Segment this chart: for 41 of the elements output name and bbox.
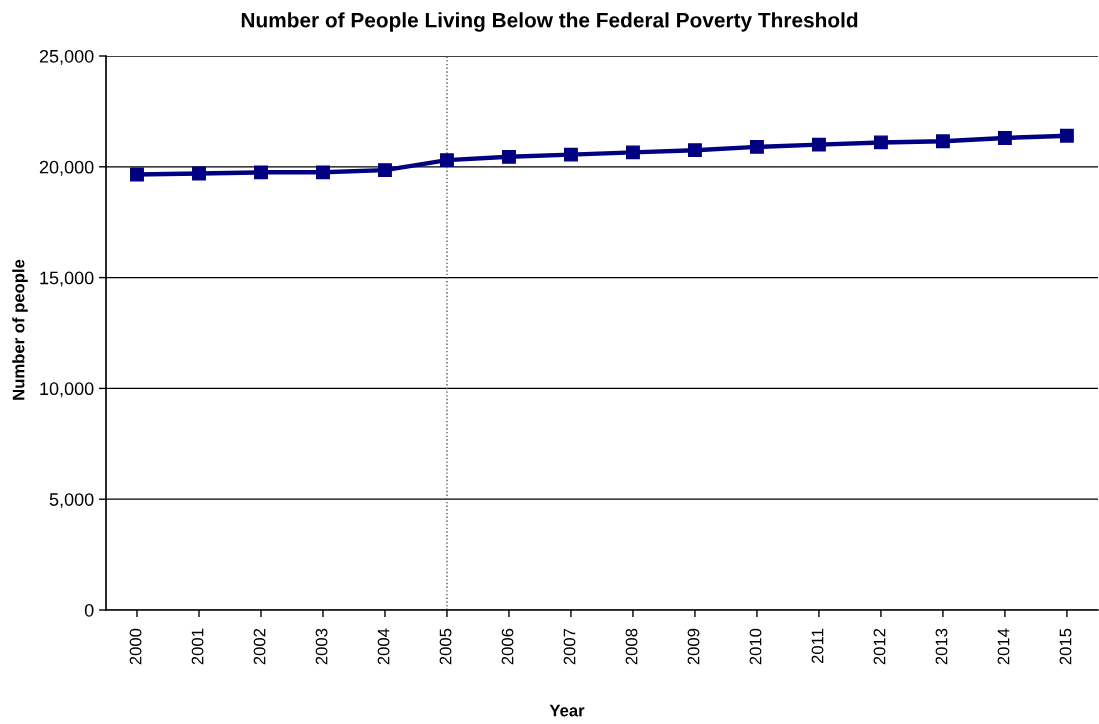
x-tick-label: 2003	[315, 628, 328, 665]
point	[192, 166, 206, 181]
x-tick-label: 2010	[749, 628, 762, 665]
point	[997, 131, 1012, 145]
x-tick-label: 2006	[501, 628, 514, 665]
y-tick-label: 25,000	[39, 49, 94, 65]
point	[130, 167, 144, 182]
x-tick-label: 2015	[1059, 628, 1072, 665]
y-tick-label: 10,000	[40, 382, 94, 398]
x-axis-title: Year	[549, 704, 585, 717]
x-tick-label: 2012	[873, 628, 886, 665]
point	[502, 149, 516, 164]
point	[440, 153, 454, 168]
chart-title: Number of People Living Below the Federal Poverty Threshold	[241, 12, 858, 32]
x-tick-label: 2008	[625, 628, 638, 665]
point	[564, 147, 578, 162]
point	[254, 165, 268, 180]
y-tick-label: 15,000	[40, 271, 94, 287]
point	[935, 134, 950, 149]
point	[1059, 128, 1074, 143]
point	[811, 137, 826, 152]
x-tick-label: 2001	[191, 628, 204, 665]
x-tick-label: 2009	[687, 628, 700, 665]
y-tick-label: 0	[84, 603, 94, 617]
x-tick-label: 2004	[377, 628, 390, 665]
x-tick-label: 2014	[997, 628, 1010, 665]
point	[626, 145, 640, 160]
x-tick-label: 2013	[935, 628, 948, 665]
x-tick-label: 2007	[563, 628, 576, 665]
point	[378, 163, 392, 178]
x-tick-label: 2011	[811, 628, 824, 664]
point	[873, 135, 888, 150]
y-axis-title: Number of people	[12, 259, 28, 400]
x-tick-label: 2005	[439, 628, 452, 665]
point	[749, 139, 764, 154]
x-tick-label: 2002	[253, 628, 266, 665]
point	[687, 143, 702, 158]
x-tick-label: 2000	[129, 628, 142, 665]
y-tick-label: 20,000	[39, 160, 94, 176]
y-tick-label: 5,000	[49, 493, 94, 509]
point	[316, 165, 330, 180]
